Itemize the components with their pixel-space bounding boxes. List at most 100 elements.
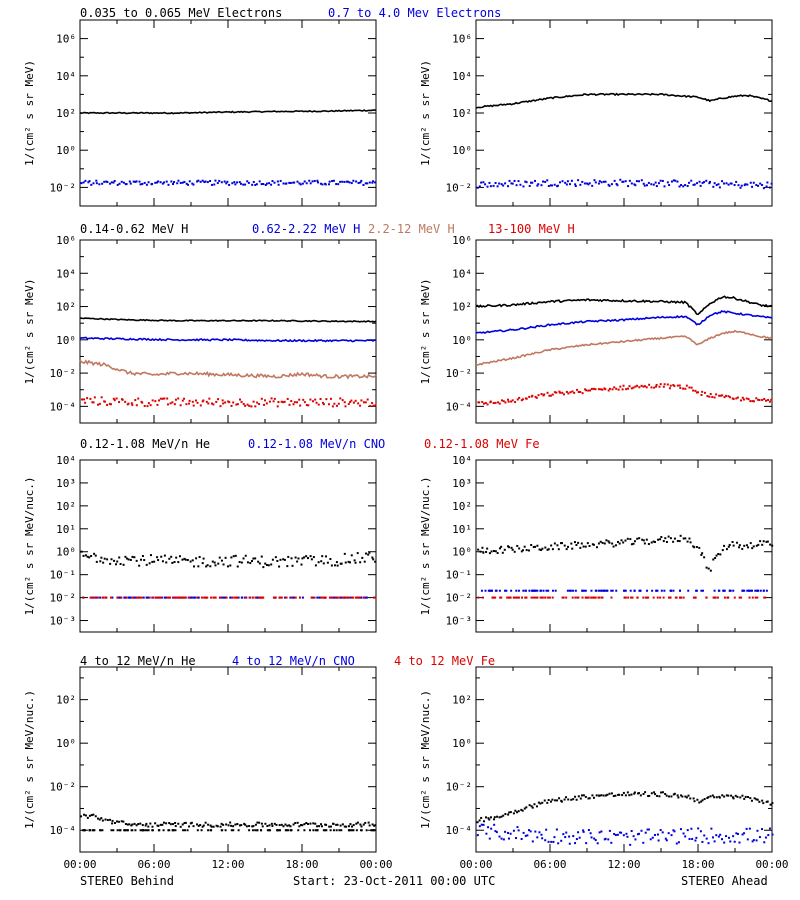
data-point [216, 182, 219, 185]
data-point [634, 838, 637, 841]
data-point [179, 181, 182, 184]
data-point [591, 184, 594, 187]
data-point [752, 181, 755, 184]
y-tick-label: 10⁰ [452, 144, 472, 157]
data-point [566, 589, 569, 592]
data-point [504, 813, 507, 816]
data-point [765, 399, 768, 402]
data-point [172, 596, 175, 599]
data-point [568, 589, 571, 592]
data-point [534, 589, 537, 592]
data-point [257, 560, 260, 563]
data-point [582, 830, 585, 833]
data-point [743, 832, 746, 835]
data-point [147, 829, 150, 832]
data-point [721, 180, 724, 183]
data-point [664, 792, 667, 795]
data-point [95, 179, 98, 182]
data-point [207, 402, 210, 405]
data-point [666, 181, 669, 184]
data-point [551, 596, 554, 599]
data-point [484, 589, 487, 592]
data-point [250, 560, 253, 563]
data-point [695, 589, 698, 592]
data-point [500, 183, 503, 186]
data-point [201, 825, 204, 828]
data-point [525, 596, 528, 599]
data-point [151, 829, 154, 832]
data-point [677, 796, 680, 799]
data-point [103, 557, 106, 560]
data-point [501, 551, 504, 554]
data-point [181, 823, 184, 826]
data-point [509, 811, 512, 814]
data-point [503, 548, 506, 551]
data-point [203, 596, 206, 599]
plot-frame [475, 459, 773, 633]
data-point [583, 589, 586, 592]
data-point [227, 824, 230, 827]
data-point [638, 386, 641, 389]
data-point [234, 823, 237, 826]
data-point [652, 540, 655, 543]
data-line [475, 295, 773, 316]
data-point [534, 830, 537, 833]
data-point [122, 181, 125, 184]
data-point [125, 183, 128, 186]
data-point [708, 180, 711, 183]
data-point [354, 596, 357, 599]
data-point [106, 819, 109, 822]
y-axis-label: 1/(cm² s sr MeV) [23, 60, 36, 166]
data-point [319, 398, 322, 401]
data-point [631, 596, 634, 599]
data-point [756, 829, 759, 832]
data-point [679, 534, 682, 537]
data-point [559, 542, 562, 545]
data-point [521, 809, 524, 812]
data-point [279, 558, 282, 561]
data-point [762, 540, 765, 543]
y-axis-label: 1/(cm² s sr MeV/nuc.) [419, 690, 432, 829]
data-point [633, 791, 636, 794]
data-point [236, 596, 239, 599]
data-point [360, 596, 363, 599]
data-point [574, 589, 577, 592]
data-point [314, 829, 317, 832]
data-point [149, 554, 152, 557]
data-point [701, 390, 704, 393]
data-point [723, 795, 726, 798]
data-point [115, 563, 118, 566]
data-point [573, 541, 576, 544]
data-point [523, 807, 526, 810]
data-point [352, 179, 355, 182]
y-tick-label: 10² [452, 500, 472, 513]
data-point [360, 829, 363, 832]
data-point [761, 799, 764, 802]
data-point [644, 831, 647, 834]
y-tick-label: 10⁶ [56, 33, 76, 46]
data-point [273, 181, 276, 184]
y-tick-label: 10⁴ [56, 454, 76, 467]
data-point [684, 387, 687, 390]
data-point [770, 182, 773, 185]
data-point [701, 840, 704, 843]
data-point [712, 558, 715, 561]
data-point [531, 394, 534, 397]
data-point [534, 179, 537, 182]
data-point [482, 551, 485, 554]
data-point [283, 400, 286, 403]
data-point [131, 823, 134, 826]
data-point [266, 825, 269, 828]
data-point [570, 798, 573, 801]
data-point [163, 554, 166, 557]
data-point [517, 180, 520, 183]
data-point [148, 562, 151, 565]
data-point [698, 546, 701, 549]
data-point [135, 404, 138, 407]
data-point [535, 805, 538, 808]
data-point [348, 181, 351, 184]
data-point [128, 180, 131, 183]
data-point [543, 393, 546, 396]
data-point [109, 403, 112, 406]
